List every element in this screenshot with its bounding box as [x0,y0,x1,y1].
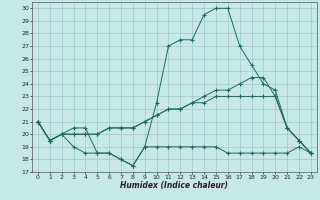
X-axis label: Humidex (Indice chaleur): Humidex (Indice chaleur) [120,181,228,190]
